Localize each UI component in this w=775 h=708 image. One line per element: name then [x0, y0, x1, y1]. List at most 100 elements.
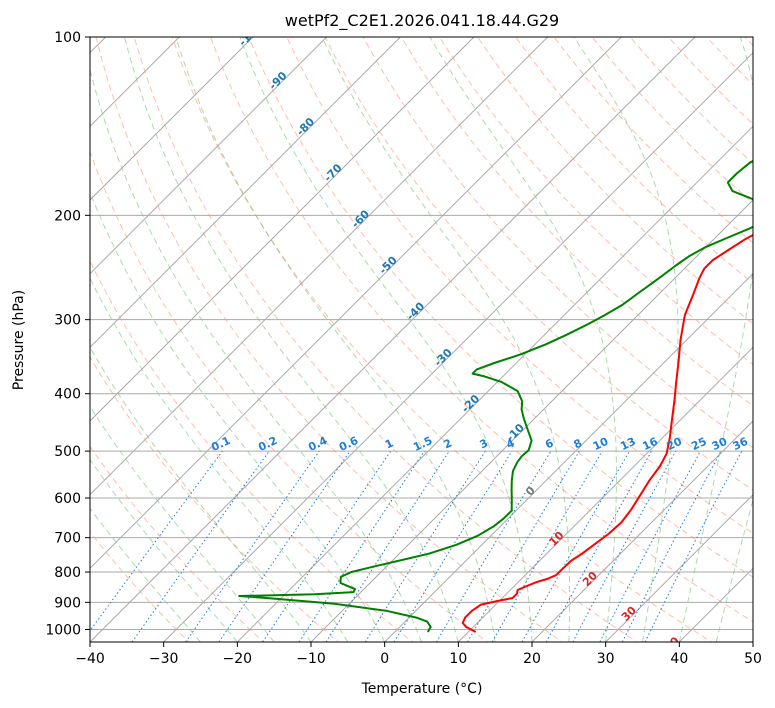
- isotherm-label: -30: [432, 346, 455, 369]
- x-tick-label: 30: [597, 651, 615, 667]
- isotherm-line: [90, 37, 254, 201]
- moist-adiabat: [90, 346, 312, 642]
- moist-adiabat: [715, 498, 753, 642]
- isotherm-label: -20: [459, 392, 482, 415]
- x-tick-label: −40: [75, 651, 105, 667]
- isotherm-line: [90, 37, 622, 570]
- isotherm-line: [605, 493, 753, 642]
- mixing-ratio-label: 25: [689, 435, 708, 453]
- isotherm-label: -60: [349, 207, 372, 230]
- isotherm-label: -100: [236, 20, 265, 49]
- moist-adiabat: [90, 405, 275, 642]
- isotherm-label: -90: [266, 69, 289, 92]
- x-tick-label: 50: [744, 651, 762, 667]
- plot-frame: [89, 36, 754, 643]
- y-tick-label: 1000: [45, 622, 81, 638]
- dry-adiabat: [171, 37, 713, 642]
- axes: −40 −30 −20 −10 0 10 20 30 40 50 100 200 300 400 500 60…: [45, 30, 762, 667]
- x-tick-label: −10: [296, 651, 326, 667]
- isotherm-line: [678, 567, 753, 642]
- y-tick-label: 400: [54, 387, 81, 403]
- background-lines: [90, 10, 775, 645]
- x-tick-label: −30: [149, 651, 179, 667]
- y-axis-title: Pressure (hPa): [11, 290, 27, 390]
- dry-adiabat: [90, 356, 339, 642]
- dry-adiabat: [705, 37, 753, 86]
- y-tick-label: 800: [54, 565, 81, 581]
- mixing-ratio-line: [218, 450, 351, 642]
- isotherm-line: [163, 51, 753, 642]
- dry-adiabat: [744, 37, 753, 47]
- dry-adiabat: [756, 10, 775, 645]
- dry-adiabat: [90, 150, 489, 642]
- mixing-ratio-line: [90, 450, 223, 632]
- mixing-ratio-line: [467, 450, 580, 642]
- isotherm-line: [531, 420, 753, 642]
- moist-adiabat: [124, 37, 459, 642]
- moist-adiabat: [429, 37, 617, 642]
- dry-adiabat: [286, 37, 753, 534]
- isotherm-line: [752, 641, 753, 642]
- isotherm-label: 10: [547, 529, 567, 549]
- isotherm-line: [236, 125, 753, 642]
- y-tick-label: 100: [54, 30, 81, 46]
- y-tick-label: 300: [54, 313, 81, 329]
- isotherm-line: [90, 37, 475, 422]
- sounding-traces: [238, 159, 753, 633]
- isotherm-line: [90, 37, 328, 275]
- x-tick-label: 0: [380, 651, 389, 667]
- isotherm-line: [457, 346, 753, 642]
- mixing-ratio-label: 13: [618, 435, 637, 453]
- y-tick-label: 500: [54, 444, 81, 460]
- mixing-ratio-line: [521, 450, 630, 642]
- mixing-ratio-label: 6: [543, 436, 556, 451]
- y-tick-label: 200: [54, 208, 81, 224]
- isotherm-line: [90, 37, 401, 349]
- dry-adiabat: [90, 531, 190, 642]
- mixing-ratio-line: [131, 450, 270, 642]
- moist-adiabat: [239, 37, 533, 642]
- isotherm-line: [384, 272, 753, 642]
- dry-adiabat: [90, 445, 265, 642]
- mixing-ratio-line: [644, 450, 743, 642]
- dry-adiabat: [95, 37, 564, 642]
- dewpoint-trace: [238, 159, 753, 633]
- dry-adiabat: [324, 37, 753, 491]
- x-axis-title: Temperature (°C): [361, 681, 483, 697]
- moist-adiabat: [175, 37, 496, 642]
- y-tick-label: 600: [54, 491, 81, 507]
- y-tick-label: 900: [54, 595, 81, 611]
- moist-adiabat: [90, 67, 422, 642]
- mixing-ratio-line: [393, 450, 513, 642]
- moist-adiabat: [678, 37, 753, 642]
- dry-adiabat: [362, 37, 753, 449]
- moist-adiabat: [90, 507, 201, 642]
- moist-adiabat: [90, 458, 238, 642]
- x-tick-label: 40: [670, 651, 688, 667]
- mixing-ratio-label: 16: [640, 435, 660, 453]
- moist-adiabat: [321, 37, 571, 642]
- moist-adiabat: [573, 37, 679, 642]
- mixing-ratio-label: 36: [731, 435, 751, 453]
- mixing-ratio-line: [262, 450, 392, 642]
- temperature-trace: [461, 233, 753, 633]
- dry-adiabat: [133, 37, 638, 642]
- x-tick-label: −20: [223, 651, 253, 667]
- isotherm-label: 40: [662, 634, 682, 654]
- isotherm-label: 30: [619, 603, 639, 623]
- mixing-ratio-line: [298, 450, 425, 642]
- dry-adiabat: [553, 37, 753, 244]
- y-tick-label: 700: [54, 531, 81, 547]
- isotherm-label: -70: [321, 161, 344, 184]
- dry-adiabat: [400, 37, 753, 407]
- mixing-ratio-label: 30: [710, 435, 730, 453]
- dry-adiabat: [438, 37, 753, 366]
- dry-adiabat: [248, 37, 753, 578]
- isotherm-line: [90, 37, 696, 642]
- isotherm-label: -80: [294, 115, 317, 138]
- mixing-ratio-label: 2: [442, 436, 454, 451]
- moist-adiabat: [90, 277, 349, 642]
- mixing-ratio-line: [572, 450, 677, 642]
